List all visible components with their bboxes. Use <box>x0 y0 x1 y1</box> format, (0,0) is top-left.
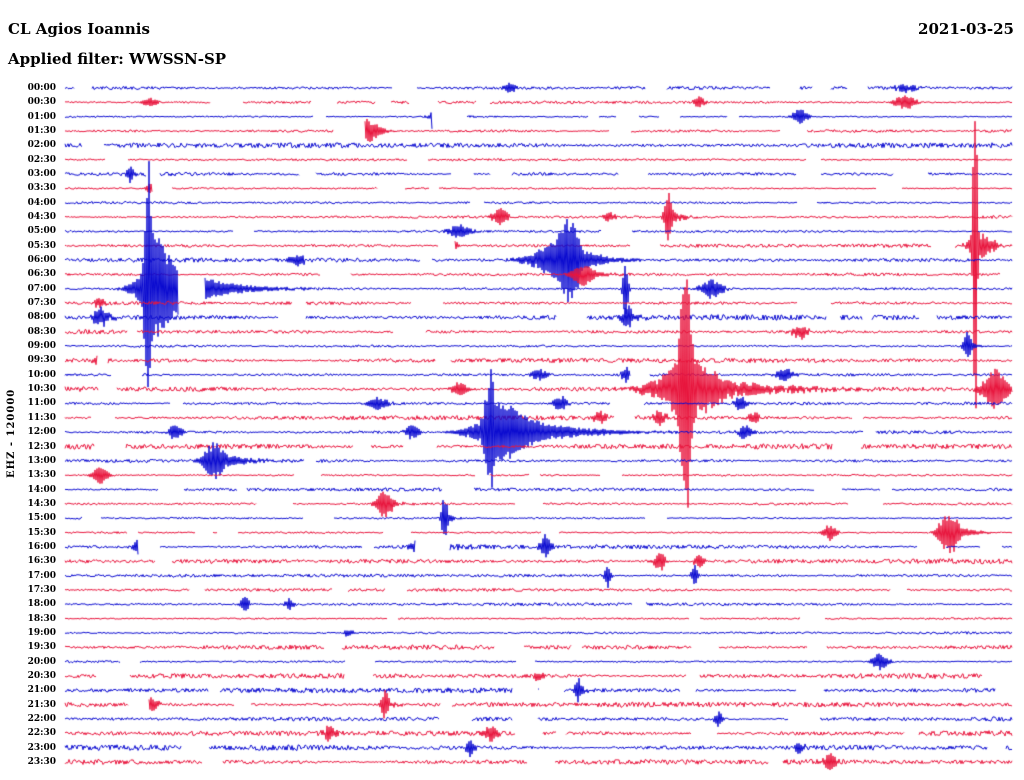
time-label: 17:30 <box>27 584 56 595</box>
time-label: 18:00 <box>27 599 56 610</box>
time-label: 00:30 <box>27 97 56 108</box>
time-label: 10:30 <box>27 384 56 395</box>
time-label: 03:30 <box>27 183 56 194</box>
time-label: 23:30 <box>27 757 56 767</box>
time-label: 02:00 <box>27 140 56 151</box>
time-label: 06:30 <box>27 269 56 280</box>
time-label: 14:00 <box>27 484 56 495</box>
time-label: 23:00 <box>27 742 56 753</box>
station-title: CL Agios Ioannis <box>8 20 150 38</box>
time-label: 09:00 <box>27 341 56 352</box>
time-label: 19:00 <box>27 627 56 638</box>
time-label: 12:00 <box>27 427 56 438</box>
time-label: 15:30 <box>27 527 56 538</box>
filter-label: Applied filter: WWSSN-SP <box>8 50 227 68</box>
date-label: 2021-03-25 <box>918 20 1014 38</box>
time-label: 01:00 <box>27 111 56 122</box>
time-label: 16:00 <box>27 541 56 552</box>
time-label: 21:00 <box>27 685 56 696</box>
time-label: 08:00 <box>27 312 56 323</box>
time-label: 12:30 <box>27 441 56 452</box>
time-label: 10:00 <box>27 369 56 380</box>
time-label: 20:00 <box>27 656 56 667</box>
time-label: 05:00 <box>27 226 56 237</box>
time-label: 18:30 <box>27 613 56 624</box>
time-label: 01:30 <box>27 126 56 137</box>
time-label: 06:00 <box>27 255 56 266</box>
time-label: 11:30 <box>27 412 56 423</box>
time-axis: 00:00 00:30 01:00 01:30 02:00 02:30 03:00 03:30… <box>0 0 62 780</box>
time-label: 17:00 <box>27 570 56 581</box>
time-label: 05:30 <box>27 240 56 251</box>
time-label: 11:00 <box>27 398 56 409</box>
time-label: 13:30 <box>27 470 56 481</box>
time-label: 22:00 <box>27 713 56 724</box>
time-label: 04:00 <box>27 197 56 208</box>
time-label: 13:00 <box>27 455 56 466</box>
time-label: 14:30 <box>27 498 56 509</box>
time-label: 03:00 <box>27 169 56 180</box>
time-label: 09:30 <box>27 355 56 366</box>
time-label: 02:30 <box>27 154 56 165</box>
time-label: 15:00 <box>27 513 56 524</box>
time-label: 00:00 <box>27 83 56 93</box>
time-label: 07:30 <box>27 298 56 309</box>
time-label: 19:30 <box>27 642 56 653</box>
time-label: 07:00 <box>27 283 56 294</box>
time-label: 20:30 <box>27 670 56 681</box>
time-label: 04:30 <box>27 212 56 223</box>
time-label: 21:30 <box>27 699 56 710</box>
time-label: 08:30 <box>27 326 56 337</box>
time-label: 16:30 <box>27 556 56 567</box>
time-label: 22:30 <box>27 728 56 739</box>
